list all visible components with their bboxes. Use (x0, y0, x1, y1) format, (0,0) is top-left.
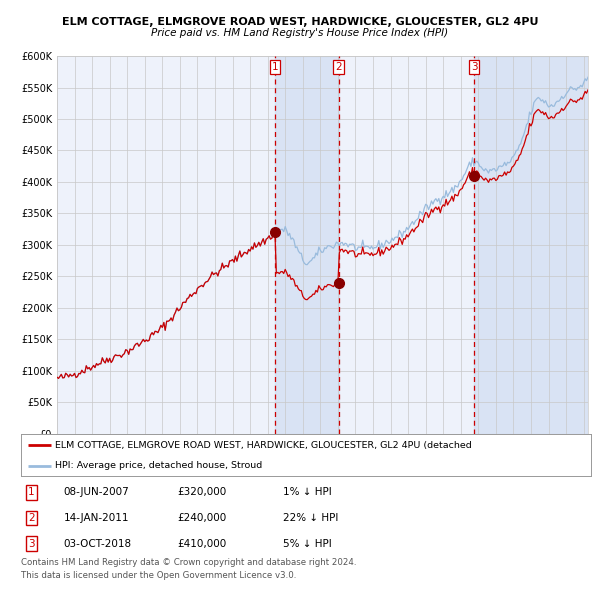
Text: £320,000: £320,000 (178, 487, 227, 497)
Bar (275, 56, 338, 434)
Text: 3: 3 (470, 62, 478, 72)
Text: 14-JAN-2011: 14-JAN-2011 (64, 513, 129, 523)
Text: 3: 3 (28, 539, 35, 549)
Text: HPI: Average price, detached house, Stroud: HPI: Average price, detached house, Stro… (55, 461, 262, 470)
Text: 22% ↓ HPI: 22% ↓ HPI (283, 513, 338, 523)
Text: ELM COTTAGE, ELMGROVE ROAD WEST, HARDWICKE, GLOUCESTER, GL2 4PU (detached: ELM COTTAGE, ELMGROVE ROAD WEST, HARDWIC… (55, 441, 472, 450)
Text: Price paid vs. HM Land Registry's House Price Index (HPI): Price paid vs. HM Land Registry's House … (151, 28, 449, 38)
Text: ELM COTTAGE, ELMGROVE ROAD WEST, HARDWICKE, GLOUCESTER, GL2 4PU: ELM COTTAGE, ELMGROVE ROAD WEST, HARDWIC… (62, 17, 538, 27)
Text: 03-OCT-2018: 03-OCT-2018 (64, 539, 132, 549)
Text: 2: 2 (28, 513, 35, 523)
Text: £410,000: £410,000 (178, 539, 227, 549)
Text: 1: 1 (28, 487, 35, 497)
Text: £240,000: £240,000 (178, 513, 227, 523)
Text: Contains HM Land Registry data © Crown copyright and database right 2024.
This d: Contains HM Land Registry data © Crown c… (21, 558, 356, 579)
Text: 08-JUN-2007: 08-JUN-2007 (64, 487, 130, 497)
Text: 5% ↓ HPI: 5% ↓ HPI (283, 539, 332, 549)
Text: 1% ↓ HPI: 1% ↓ HPI (283, 487, 332, 497)
Text: 1: 1 (272, 62, 278, 72)
Bar (474, 56, 588, 434)
Text: 2: 2 (335, 62, 342, 72)
